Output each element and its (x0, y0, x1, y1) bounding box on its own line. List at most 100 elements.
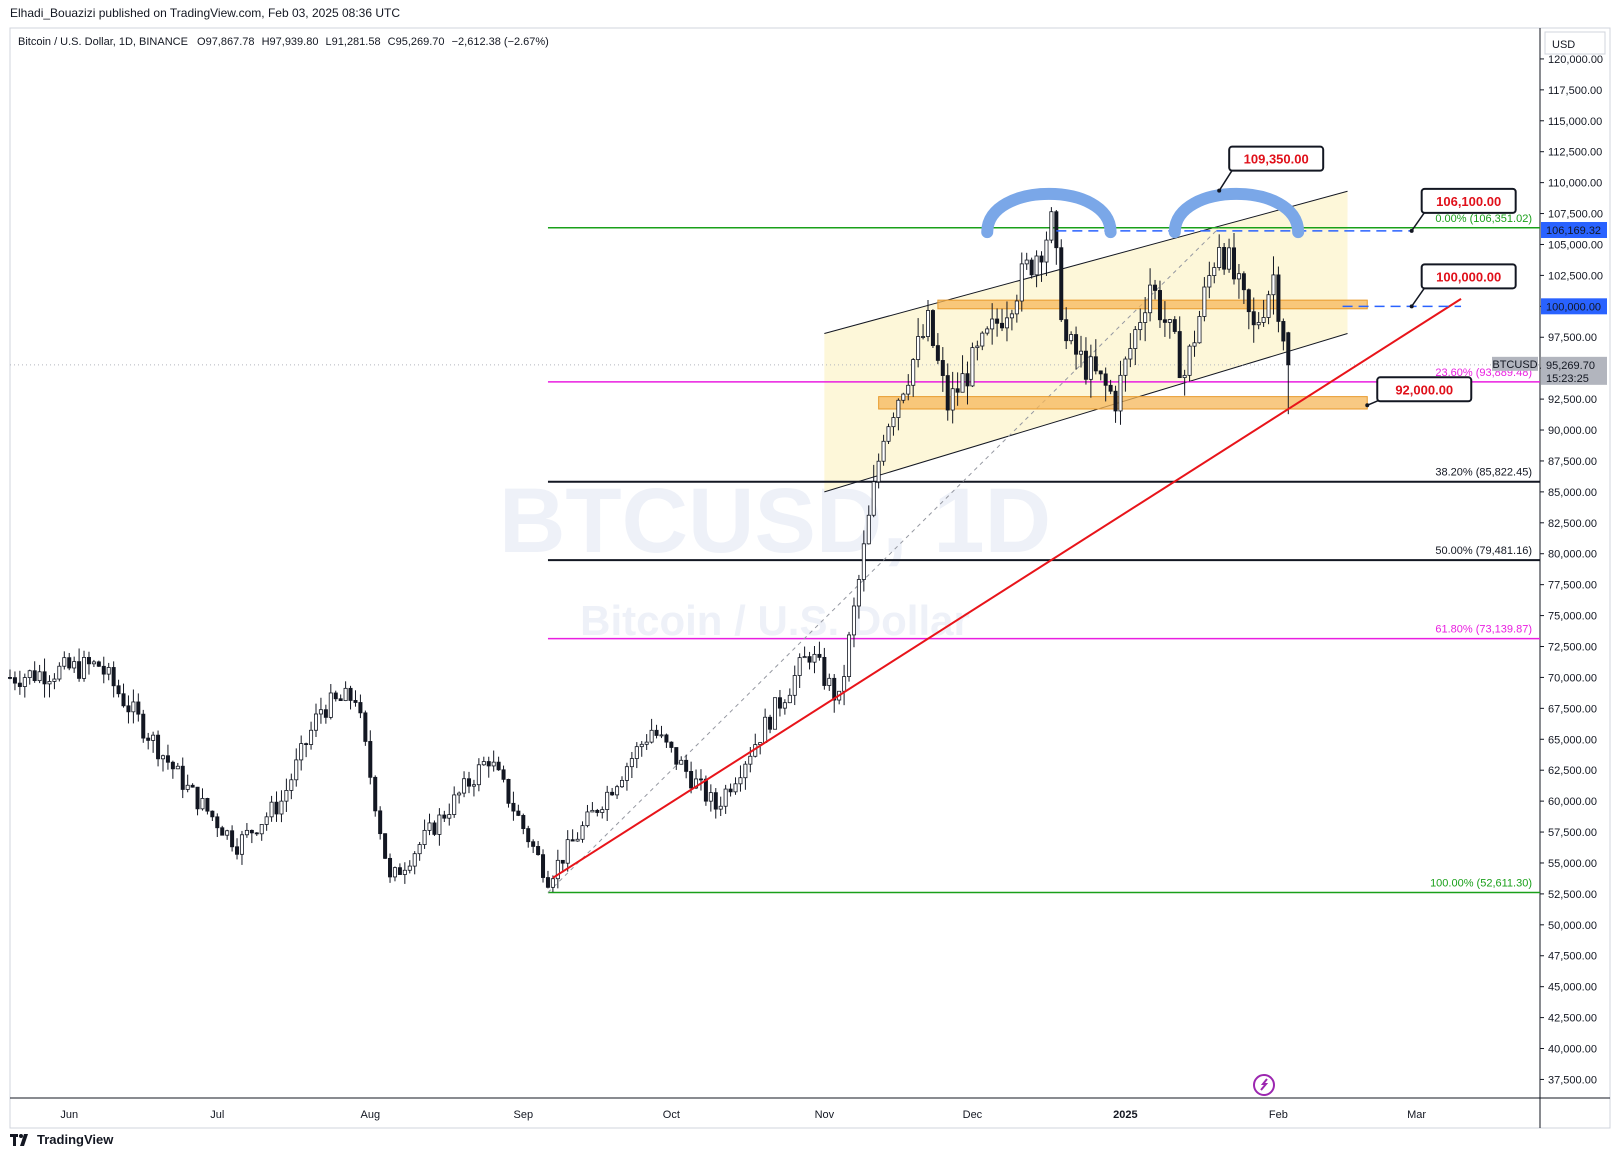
candle-body (244, 829, 249, 836)
candle-body (605, 791, 610, 810)
candle-body (1064, 319, 1069, 342)
candle-body (62, 657, 67, 667)
candle-body (96, 661, 101, 667)
candle-body (254, 832, 259, 835)
candle-body (442, 814, 447, 819)
candle-body (1059, 247, 1064, 321)
support-resistance-zone[interactable] (937, 299, 1368, 310)
price-axis-badge-text: 106,169.32 (1546, 225, 1601, 237)
candle-body (397, 867, 402, 875)
candle-body (407, 865, 412, 871)
price-tick-label: 85,000.00 (1548, 487, 1597, 499)
candle-body (960, 373, 965, 393)
channel-lower-line[interactable] (824, 333, 1348, 493)
candle-body (146, 737, 151, 741)
price-tick-label: 40,000.00 (1548, 1044, 1597, 1056)
candle-body (560, 859, 565, 864)
candle-body (294, 759, 299, 781)
price-tick-label: 67,500.00 (1548, 703, 1597, 715)
candle-body (501, 769, 506, 780)
callout-box[interactable] (1420, 263, 1517, 290)
candle-body (866, 514, 871, 545)
currency-label[interactable]: USD (1552, 39, 1575, 51)
candle-body (309, 729, 314, 745)
currency-box[interactable] (1544, 31, 1606, 55)
candle-body (925, 310, 931, 337)
candle-body (506, 778, 511, 804)
candle-body (950, 388, 955, 411)
candle-body (886, 426, 891, 442)
candle-body (1227, 247, 1232, 270)
candle-body (1123, 358, 1128, 376)
callout-anchor (1409, 228, 1414, 233)
symbol-price-tag (1492, 356, 1538, 371)
candle-body (1231, 247, 1237, 280)
candle-body (1286, 332, 1291, 366)
candle-body (1251, 311, 1256, 326)
right-shoulder-arc[interactable] (1168, 187, 1305, 239)
candle-body (787, 694, 792, 704)
candle-body (373, 776, 378, 812)
channel-upper-line[interactable] (824, 190, 1348, 335)
publisher-line: Elhadi_Bouazizi published on TradingView… (10, 6, 401, 20)
callout-anchor (1217, 188, 1222, 193)
candle-body (1236, 273, 1241, 280)
candle-body (239, 834, 244, 855)
candle-body (437, 814, 442, 835)
candle-body (817, 653, 822, 658)
candle-body (156, 734, 161, 760)
price-axis-badge (1541, 222, 1607, 239)
candle-body (225, 830, 230, 836)
candle-body (215, 816, 220, 829)
candle-body (175, 765, 180, 770)
candle-body (1177, 331, 1182, 379)
price-tick-label: 37,500.00 (1548, 1074, 1597, 1086)
candle-body (1069, 334, 1074, 342)
support-resistance-zone[interactable] (878, 396, 1368, 410)
candle-body (1281, 321, 1286, 342)
candle-body (427, 822, 432, 831)
candle-body (368, 741, 373, 778)
callout-leader (1411, 285, 1427, 307)
candle-body (491, 761, 496, 767)
candle-body (1034, 255, 1039, 276)
price-tick-label: 87,500.00 (1548, 456, 1597, 468)
candle-body (550, 878, 555, 888)
price-axis-badge-text: 100,000.00 (1546, 301, 1601, 313)
chart-frame (9, 27, 1611, 1129)
candle-body (402, 869, 407, 875)
callout-box[interactable] (1376, 376, 1473, 403)
left-shoulder-arc[interactable] (981, 187, 1117, 239)
candle-body (723, 788, 728, 807)
candle-body (654, 729, 659, 736)
ohlc-open: O97,867.78 (197, 36, 255, 48)
candle-body (7, 677, 13, 679)
candle-body (17, 682, 22, 687)
candle-body (896, 399, 901, 418)
candle-body (911, 359, 916, 386)
candle-body (580, 825, 585, 840)
fib-level-label: 0.00% (106,351.02) (1435, 213, 1532, 225)
candle-body (990, 318, 995, 330)
candle-body (545, 877, 550, 888)
fib-level-label: 61.80% (73,139.87) (1435, 624, 1532, 636)
candle-body (955, 388, 960, 393)
candle-body (600, 809, 605, 813)
candle-body (521, 815, 526, 829)
tradingview-brand: TradingView (10, 1132, 113, 1147)
candle-body (1128, 348, 1133, 360)
candle-body (323, 709, 328, 718)
watermark-ticker: BTCUSD, 1D (499, 470, 1051, 572)
callout-box[interactable] (1228, 145, 1325, 172)
callout-box[interactable] (1420, 187, 1517, 214)
candle-body (200, 798, 205, 810)
chart-settings-icon[interactable] (1253, 1074, 1275, 1096)
price-tick-label: 52,500.00 (1548, 889, 1597, 901)
ascending-trendline[interactable] (552, 298, 1462, 879)
price-tick-label: 120,000.00 (1548, 54, 1603, 66)
candle-body (1197, 316, 1202, 344)
candle-body (970, 347, 975, 387)
candle-body (343, 687, 348, 702)
candle-body (802, 656, 807, 659)
